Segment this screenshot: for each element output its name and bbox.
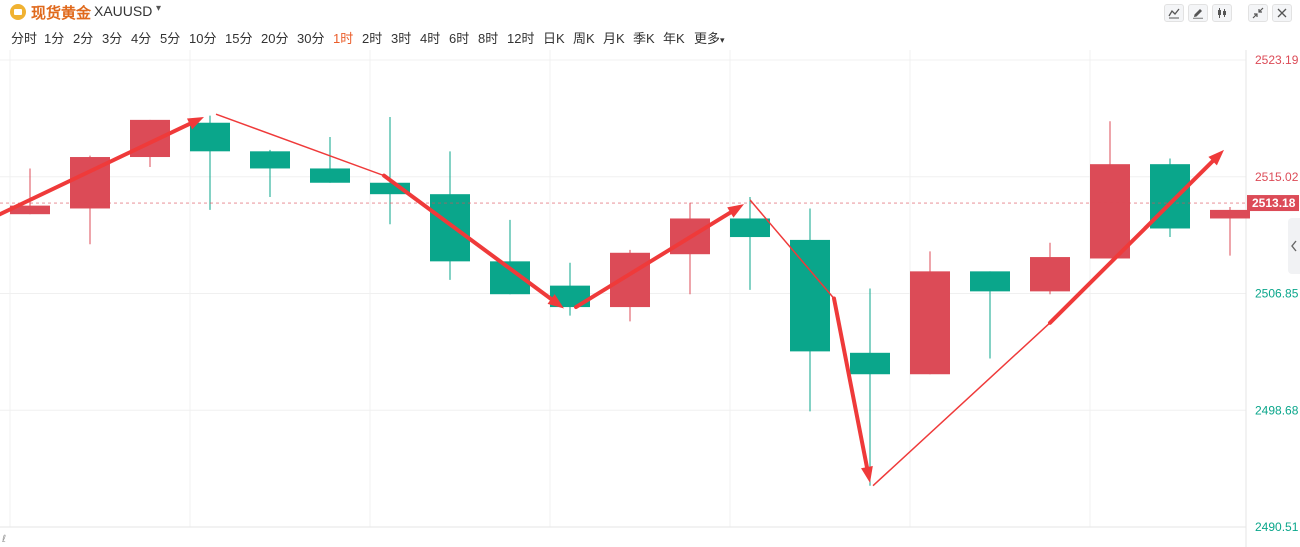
candle-body[interactable] [10, 205, 50, 215]
candlestick-chart[interactable]: 2523.19 2515.02 2506.85 2498.68 2490.51 2513.… [0, 50, 1300, 547]
gold-coin-icon [10, 4, 26, 20]
trend-arrow-shaft [574, 210, 733, 310]
period-tab[interactable]: 日K [543, 31, 565, 46]
candle-body[interactable] [310, 168, 350, 183]
trend-arrow-head [1208, 149, 1224, 166]
candle-body[interactable] [1090, 164, 1130, 259]
trend-line [749, 199, 835, 299]
trend-arrow-shaft [0, 121, 192, 217]
trend-line [872, 322, 1051, 487]
period-tab[interactable]: 3时 [391, 31, 412, 46]
trend-arrow-shaft [382, 173, 554, 302]
period-tab[interactable]: 8时 [478, 31, 499, 46]
symbol-code[interactable]: XAUUSD [94, 3, 153, 19]
period-tab[interactable]: 更多▾ [694, 31, 725, 46]
axis-origin-marker: ℓ [2, 534, 6, 545]
period-tab[interactable]: 15分 [225, 31, 253, 46]
y-tick-label: 2515.02 [1255, 170, 1299, 184]
candle-body[interactable] [790, 239, 830, 352]
candle-body[interactable] [970, 271, 1010, 292]
period-tab[interactable]: 周K [573, 31, 595, 46]
current-price-label: 2513.18 [1252, 196, 1296, 210]
period-tab[interactable]: 5分 [160, 31, 181, 46]
y-tick-label: 2523.19 [1255, 53, 1299, 67]
period-tab[interactable]: 分时 [11, 31, 38, 46]
candle-body[interactable] [730, 218, 770, 238]
pencil-icon[interactable] [1188, 4, 1208, 22]
candlestick-chart-area[interactable]: 2523.19 2515.02 2506.85 2498.68 2490.51 2513.… [0, 50, 1300, 547]
candle-body[interactable] [850, 352, 890, 375]
trend-line [215, 113, 385, 177]
trend-arrow-shaft [1048, 159, 1215, 325]
chart-header: 现货黄金 XAUUSD ▾ [0, 0, 1300, 24]
period-tab[interactable]: 2分 [73, 31, 94, 46]
period-tab[interactable]: 30分 [297, 31, 325, 46]
trend-arrow-head [547, 294, 564, 309]
line-chart-icon[interactable] [1164, 4, 1184, 22]
candle-body[interactable] [550, 285, 590, 308]
side-panel-toggle[interactable] [1288, 218, 1300, 274]
y-tick-label: 2506.85 [1255, 287, 1299, 301]
period-tab[interactable]: 10分 [189, 31, 217, 46]
period-tab[interactable]: 月K [603, 31, 625, 46]
trend-arrow-head [727, 204, 744, 218]
candle-body[interactable] [1030, 257, 1070, 292]
candle-body[interactable] [1210, 209, 1250, 219]
period-tab[interactable]: 2时 [362, 31, 383, 46]
trend-arrow-head [861, 465, 873, 483]
period-tab[interactable]: 4分 [131, 31, 152, 46]
candle-body[interactable] [910, 271, 950, 375]
candle-body[interactable] [610, 252, 650, 308]
more-dropdown-icon: ▾ [720, 35, 725, 45]
candle-body[interactable] [370, 182, 410, 195]
candle-body[interactable] [430, 194, 470, 262]
period-tab[interactable]: 季K [633, 31, 655, 46]
period-tab[interactable]: 12时 [507, 31, 535, 46]
period-tab[interactable]: 4时 [420, 31, 441, 46]
trend-arrow-shaft [832, 296, 869, 470]
candle-body[interactable] [250, 151, 290, 169]
y-tick-label: 2490.51 [1255, 520, 1299, 534]
period-tab[interactable]: 3分 [102, 31, 123, 46]
period-tab[interactable]: 20分 [261, 31, 289, 46]
close-icon[interactable] [1272, 4, 1292, 22]
candle-body[interactable] [190, 122, 230, 152]
symbol-dropdown-icon[interactable]: ▾ [156, 3, 162, 14]
chart-toolbar [1164, 4, 1292, 22]
current-price-badge [1247, 195, 1299, 212]
period-tab[interactable]: 年K [663, 31, 685, 46]
collapse-icon[interactable] [1248, 4, 1268, 22]
symbol-name[interactable]: 现货黄金 [31, 5, 92, 22]
trend-arrow-head [186, 117, 204, 130]
period-tab[interactable]: 6时 [449, 31, 470, 46]
y-tick-label: 2498.68 [1255, 403, 1299, 417]
candlestick-icon[interactable] [1212, 4, 1232, 22]
period-tab[interactable]: 1时 [333, 31, 354, 46]
chevron-left-icon [1291, 240, 1297, 252]
period-tab[interactable]: 1分 [44, 31, 65, 46]
